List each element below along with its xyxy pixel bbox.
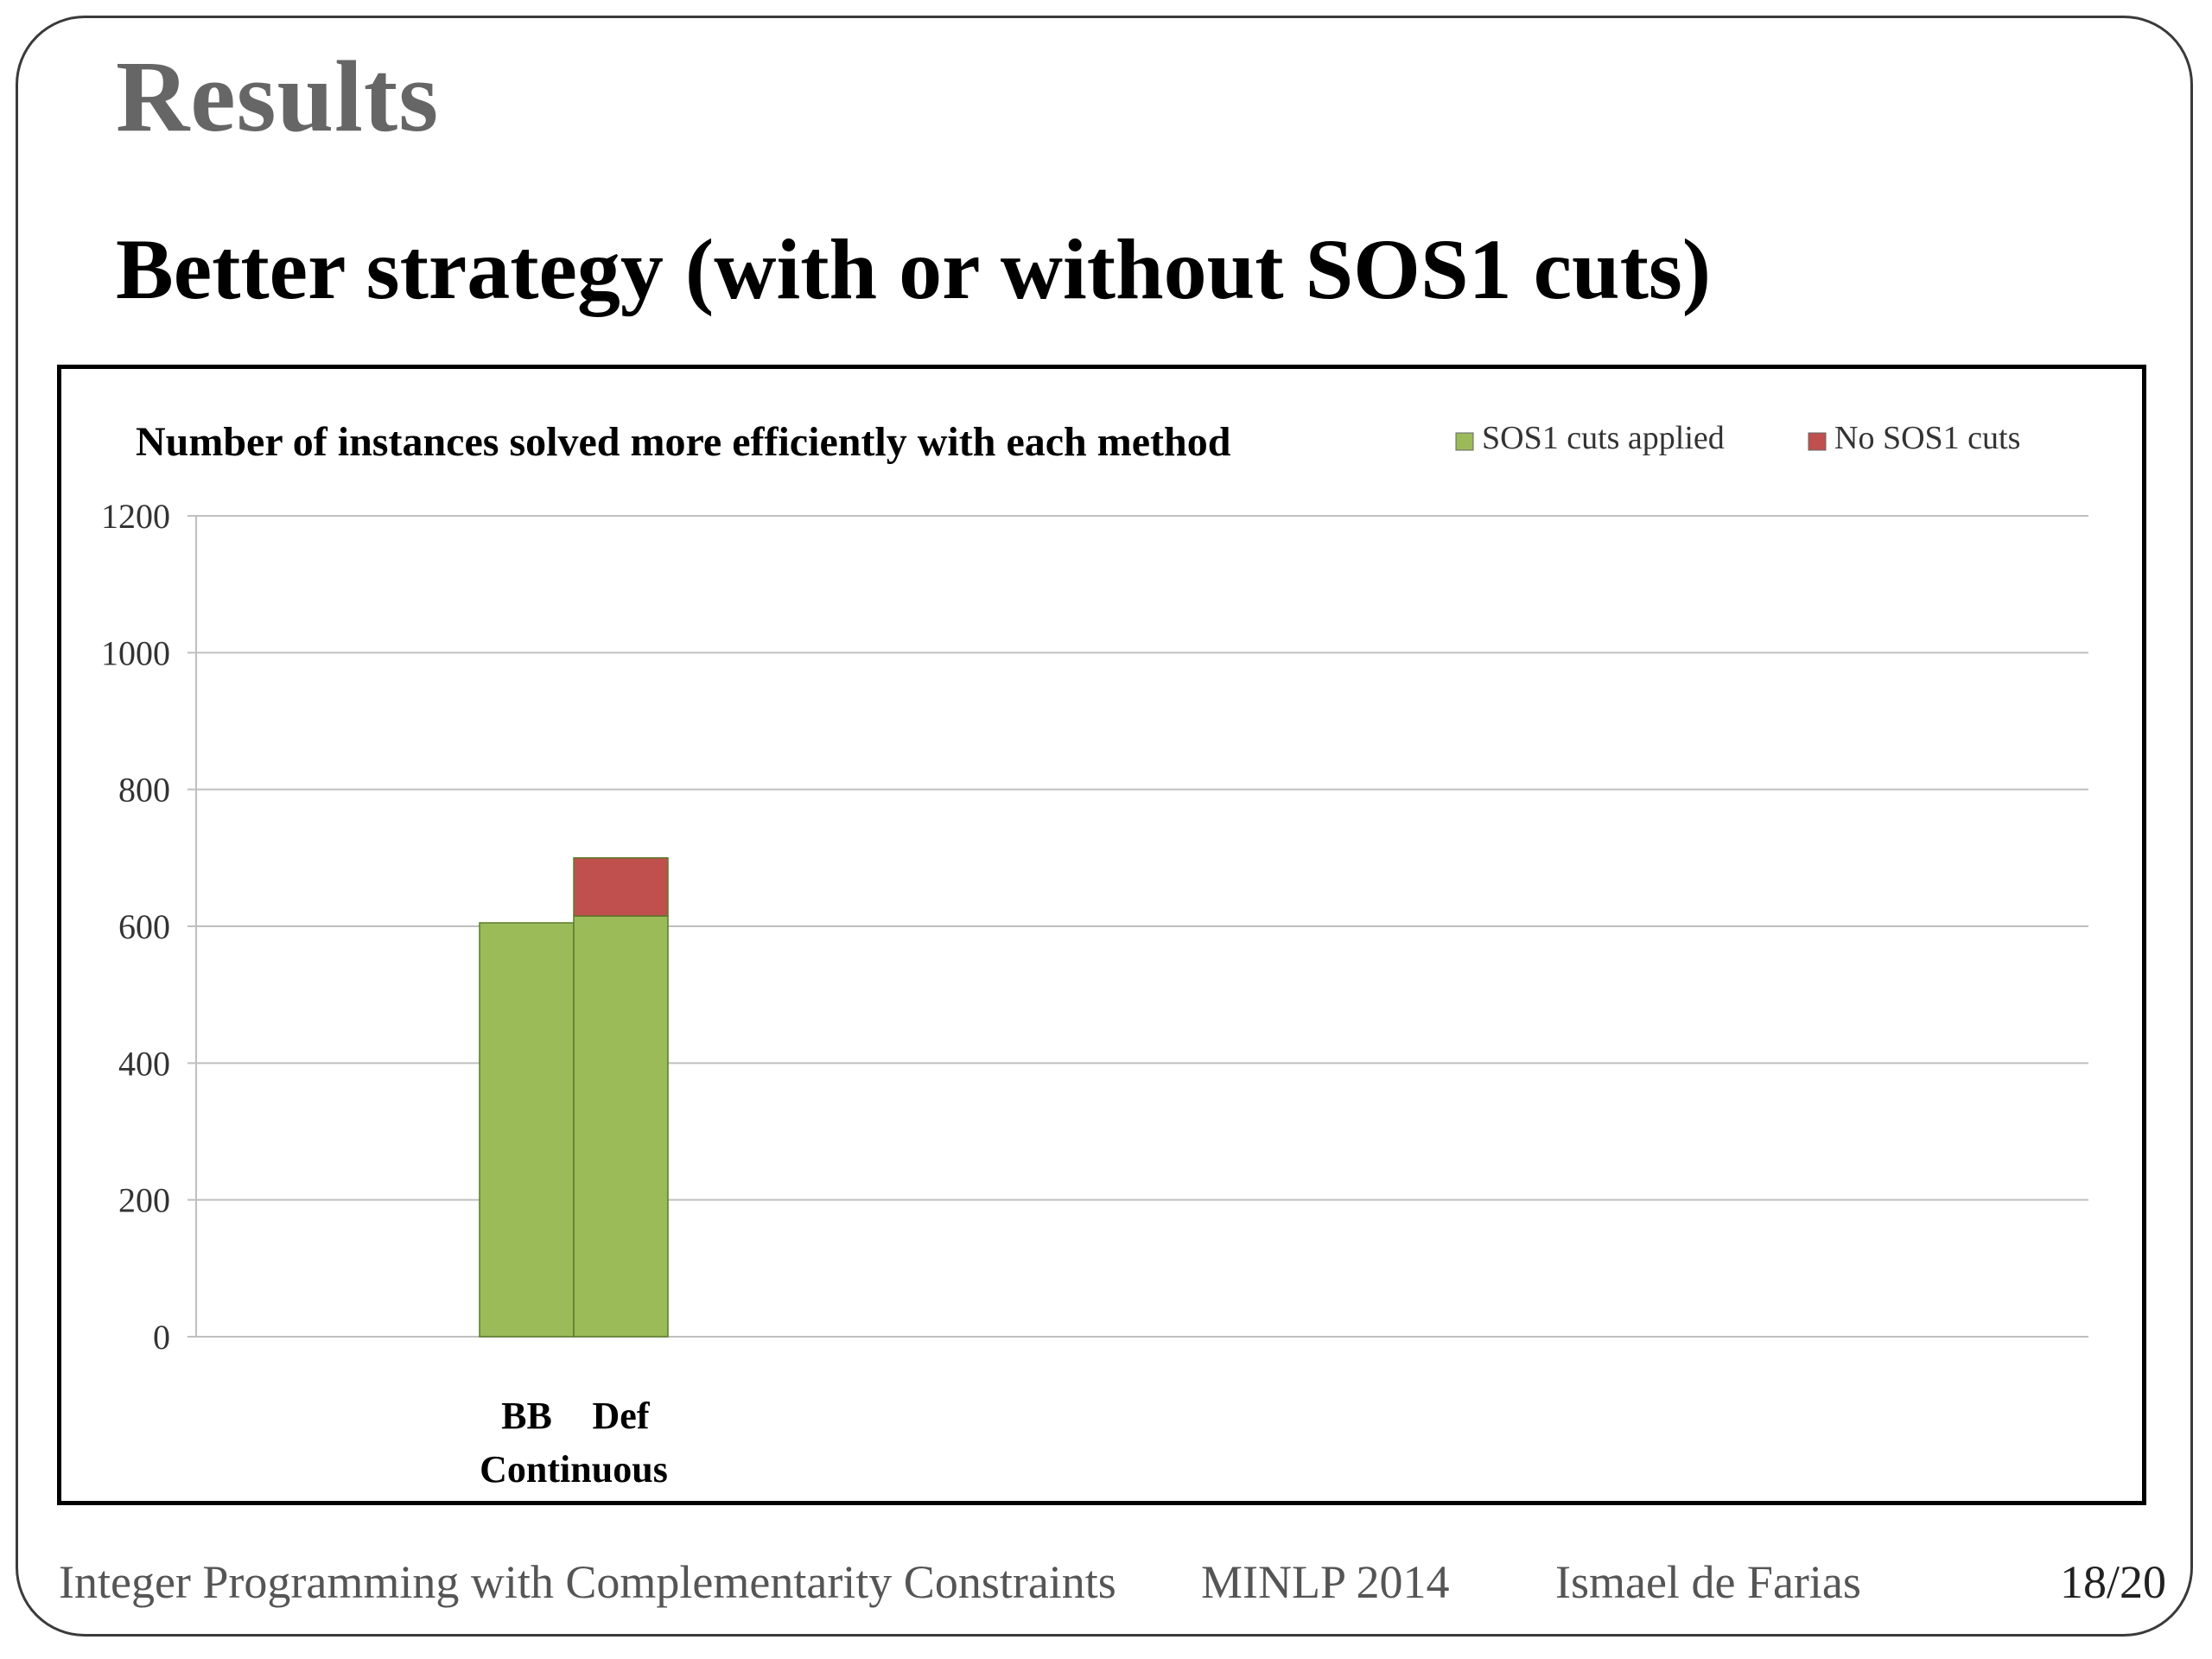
x-tick-label-bb: BB [501,1395,552,1437]
gridlines [188,515,2088,1338]
y-axis-ticks: 0 200 400 600 800 1000 1200 [101,497,170,1357]
bar-def-series-1 [573,857,669,917]
x-group-label: Continuous [480,1448,668,1491]
x-tick-label-def: Def [593,1395,651,1437]
legend-label-0: SOS1 cuts applied [1482,420,1725,456]
legend-label-1: No SOS1 cuts [1834,420,2020,456]
footer-conference: MINLP 2014 [1201,1556,1450,1608]
y-tick-label-0: 0 [153,1318,170,1357]
bars [479,857,669,1338]
chart-legend: SOS1 cuts applied No SOS1 cuts [1455,420,2020,456]
bar-def-series-0 [573,915,669,1338]
y-tick-label-800: 800 [118,771,170,810]
slide-subtitle: Better strategy (with or without SOS1 cu… [116,221,1712,317]
y-tick-label-1200: 1200 [101,497,170,536]
page-number: 18/20 [2060,1556,2167,1608]
x-axis-labels: BB Def Continuous [480,1395,668,1491]
footer-author: Ismael de Farias [1555,1556,1861,1608]
y-tick-label-400: 400 [118,1044,170,1083]
legend-swatch-1 [1808,432,1827,451]
y-tick-label-200: 200 [118,1181,170,1220]
chart-box: Number of instances solved more efficien… [57,365,2146,1505]
legend-swatch-0 [1455,432,1474,451]
chart-title: Number of instances solved more efficien… [136,419,1231,465]
slide-heading: Results [116,40,440,153]
bar-bb-series-0 [479,922,575,1338]
y-tick-label-1000: 1000 [101,633,170,672]
footer-course: Integer Programming with Complementarity… [59,1556,1116,1608]
y-tick-label-600: 600 [118,907,170,946]
stacked-bar-chart: Number of instances solved more efficien… [101,419,2088,1491]
